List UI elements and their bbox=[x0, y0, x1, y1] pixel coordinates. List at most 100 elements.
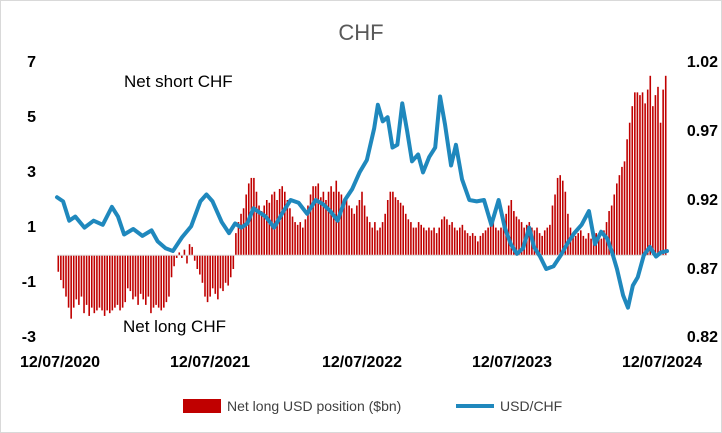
bar bbox=[165, 255, 168, 303]
bar bbox=[147, 255, 150, 297]
bar bbox=[263, 205, 265, 256]
bar bbox=[567, 213, 569, 256]
bar bbox=[579, 230, 582, 256]
bar bbox=[332, 191, 335, 256]
bar bbox=[88, 255, 90, 316]
bar bbox=[500, 227, 502, 256]
bar bbox=[366, 216, 368, 256]
bar bbox=[111, 255, 114, 311]
annotation-net-short: Net short CHF bbox=[124, 72, 233, 91]
bar bbox=[235, 233, 237, 256]
legend-label-bars: Net long USD position ($bn) bbox=[227, 398, 401, 414]
bar bbox=[381, 222, 384, 256]
bar bbox=[430, 230, 433, 256]
bar bbox=[634, 92, 636, 256]
bar bbox=[564, 191, 567, 256]
bar bbox=[546, 227, 549, 256]
bar bbox=[204, 255, 206, 297]
bar bbox=[211, 255, 214, 289]
bar bbox=[278, 188, 281, 256]
bar bbox=[222, 255, 224, 292]
bar bbox=[376, 230, 379, 256]
bar bbox=[90, 255, 93, 308]
bar bbox=[320, 197, 322, 256]
bar bbox=[386, 200, 389, 256]
bar bbox=[57, 255, 60, 272]
bar bbox=[585, 238, 587, 256]
bar bbox=[474, 235, 477, 256]
bar bbox=[471, 233, 474, 256]
bar bbox=[404, 213, 407, 256]
bar bbox=[574, 235, 577, 256]
y-left-tick: 1 bbox=[27, 219, 36, 236]
y-right-tick: 0.92 bbox=[687, 192, 718, 209]
y-left-tick: 3 bbox=[27, 164, 36, 181]
bar bbox=[384, 213, 386, 256]
bar bbox=[538, 233, 541, 256]
bar bbox=[495, 227, 497, 256]
legend-swatch-bars bbox=[183, 399, 221, 413]
bar bbox=[561, 180, 564, 256]
bar bbox=[657, 86, 659, 256]
bar bbox=[392, 191, 394, 256]
bar bbox=[224, 255, 227, 283]
bar bbox=[433, 227, 435, 256]
bar bbox=[363, 205, 366, 256]
bar bbox=[119, 255, 121, 311]
bar bbox=[62, 255, 65, 289]
bar bbox=[420, 224, 422, 256]
bar bbox=[67, 255, 70, 308]
bar bbox=[520, 222, 523, 256]
bar bbox=[229, 255, 232, 278]
bar bbox=[543, 230, 546, 256]
bar bbox=[402, 205, 404, 256]
bar bbox=[126, 255, 129, 289]
bar bbox=[456, 230, 459, 256]
bar bbox=[389, 191, 392, 256]
bar bbox=[240, 213, 242, 256]
bar bbox=[438, 227, 441, 256]
bar bbox=[654, 95, 657, 256]
bar bbox=[618, 175, 621, 256]
bar bbox=[345, 200, 348, 256]
bar bbox=[132, 255, 134, 300]
bar bbox=[489, 224, 492, 256]
bar bbox=[407, 219, 410, 256]
bar bbox=[183, 249, 186, 256]
bar bbox=[459, 227, 461, 256]
bar bbox=[554, 194, 556, 256]
bar bbox=[196, 255, 199, 269]
bar bbox=[145, 255, 147, 305]
bar bbox=[528, 222, 531, 256]
bar bbox=[664, 75, 667, 256]
bar bbox=[114, 255, 116, 308]
bar bbox=[317, 183, 320, 256]
bar bbox=[78, 255, 80, 305]
bar bbox=[160, 255, 163, 311]
bar bbox=[142, 255, 145, 300]
bar bbox=[322, 191, 325, 256]
bar bbox=[610, 205, 613, 256]
bar bbox=[65, 255, 67, 297]
bar bbox=[325, 200, 327, 256]
bar bbox=[541, 235, 543, 256]
bar bbox=[83, 255, 85, 314]
bar bbox=[448, 224, 451, 256]
bar bbox=[85, 255, 88, 305]
bar bbox=[417, 222, 420, 256]
x-tick: 12/07/2022 bbox=[322, 354, 402, 371]
bar bbox=[299, 222, 302, 256]
bar bbox=[283, 191, 286, 256]
bar bbox=[518, 219, 520, 256]
bar bbox=[636, 92, 639, 256]
y-left-tick: -3 bbox=[22, 329, 36, 346]
bar bbox=[255, 191, 258, 256]
bar bbox=[628, 122, 631, 256]
bar bbox=[502, 219, 505, 256]
bar bbox=[178, 252, 181, 256]
legend: Net long USD position ($bn) USD/CHF bbox=[183, 398, 562, 414]
y-left-tick: 5 bbox=[27, 109, 36, 126]
bar bbox=[276, 200, 278, 256]
bar bbox=[626, 139, 628, 256]
bar bbox=[603, 230, 605, 256]
